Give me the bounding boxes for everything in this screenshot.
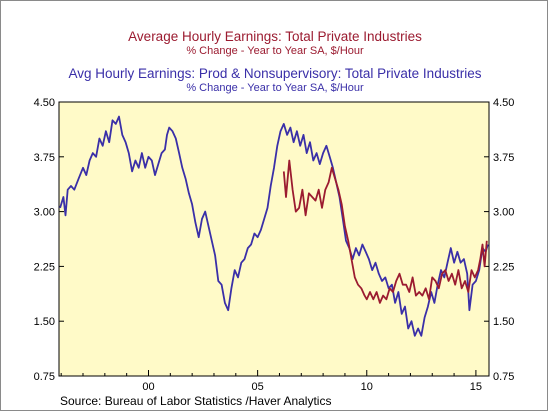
series2-title: Avg Hourly Earnings: Prod & Nonsuperviso… xyxy=(68,66,482,81)
series1-line xyxy=(282,159,488,304)
y-tick-label-left: 3.00 xyxy=(34,207,55,219)
series1-subtitle: % Change - Year to Year SA, $/Hour xyxy=(186,45,364,57)
series1-title: Average Hourly Earnings: Total Private I… xyxy=(128,29,422,44)
y-tick-label-right: 1.50 xyxy=(493,316,514,328)
source-note: Source: Bureau of Labor Statistics /Have… xyxy=(60,394,332,408)
y-tick-label-right: 0.75 xyxy=(493,371,514,383)
x-tick-label: 05 xyxy=(252,381,264,393)
y-tick-label-left: 4.50 xyxy=(34,97,55,109)
x-tick-label: 10 xyxy=(361,381,373,393)
series2-subtitle: % Change - Year to Year SA, $/Hour xyxy=(186,82,364,94)
y-tick-label-right: 3.00 xyxy=(493,207,514,219)
y-tick-label-left: 0.75 xyxy=(34,371,55,383)
y-tick-label-left: 1.50 xyxy=(34,316,55,328)
x-tick-label: 15 xyxy=(470,381,482,393)
y-tick-label-left: 3.75 xyxy=(34,152,55,164)
series2-line xyxy=(59,115,489,337)
y-tick-label-right: 3.75 xyxy=(493,152,514,164)
y-tick-label-right: 2.25 xyxy=(493,261,514,273)
y-tick-label-left: 2.25 xyxy=(34,261,55,273)
y-tick-label-right: 4.50 xyxy=(493,97,514,109)
plot-area xyxy=(58,101,490,377)
x-tick-label: 00 xyxy=(142,381,154,393)
